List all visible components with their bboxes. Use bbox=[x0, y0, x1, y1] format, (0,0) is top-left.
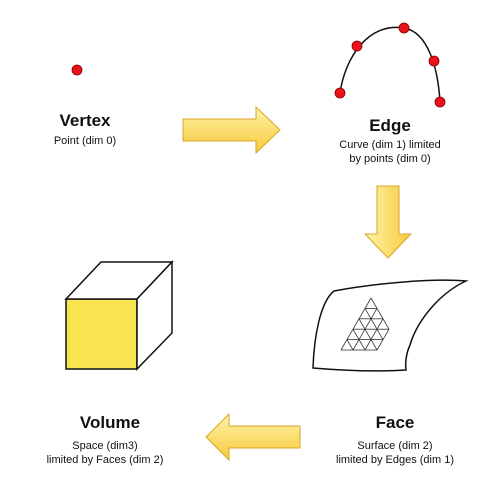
mesh-line bbox=[346, 329, 354, 340]
arrow-right bbox=[182, 105, 281, 155]
vertex-title: Vertex bbox=[59, 111, 111, 130]
volume-description-line1: Space (dim3) bbox=[72, 440, 138, 452]
mesh-line bbox=[370, 318, 378, 330]
edge-point bbox=[334, 87, 346, 99]
mesh-line bbox=[358, 318, 366, 330]
mesh-line bbox=[352, 318, 360, 330]
mesh-line bbox=[370, 339, 378, 351]
mesh-line bbox=[364, 308, 372, 319]
mesh-line bbox=[364, 297, 372, 309]
cube-side-face bbox=[136, 260, 173, 371]
mesh-line bbox=[382, 329, 390, 340]
face-title: Face bbox=[375, 413, 415, 432]
face-description-line2: limited by Edges (dim 1) bbox=[336, 454, 454, 466]
surface-outline bbox=[312, 279, 469, 372]
edge-curve bbox=[339, 26, 441, 103]
triangle-mesh bbox=[340, 297, 390, 351]
mesh-line bbox=[376, 308, 384, 319]
edge-description-line2: by points (dim 0) bbox=[349, 153, 431, 165]
arrow-left bbox=[205, 412, 301, 462]
volume-description-line2: limited by Faces (dim 2) bbox=[46, 454, 164, 466]
mesh-line bbox=[352, 329, 360, 340]
cube-shape bbox=[64, 260, 174, 371]
mesh-line bbox=[358, 308, 366, 319]
mesh-line bbox=[364, 329, 372, 340]
mesh-line bbox=[370, 308, 378, 319]
mesh-line bbox=[364, 318, 372, 330]
face-description-line1: Surface (dim 2) bbox=[357, 440, 433, 452]
cube-front-face bbox=[65, 298, 138, 370]
edge-point bbox=[434, 96, 446, 108]
vertex-description: Point (dim 0) bbox=[53, 135, 117, 147]
edge-title: Edge bbox=[369, 116, 411, 135]
mesh-line bbox=[364, 339, 372, 351]
mesh-line bbox=[352, 339, 360, 351]
mesh-line bbox=[382, 318, 390, 330]
edge-point bbox=[428, 55, 440, 67]
mesh-line bbox=[376, 329, 384, 340]
surface-shape bbox=[312, 279, 469, 372]
mesh-line bbox=[376, 318, 384, 330]
mesh-line bbox=[358, 329, 366, 340]
vertex-point bbox=[71, 64, 83, 76]
mesh-line bbox=[370, 329, 378, 340]
arrow-down bbox=[363, 185, 413, 259]
mesh-line bbox=[346, 339, 354, 351]
mesh-line bbox=[340, 339, 348, 351]
edge-point bbox=[398, 22, 410, 34]
mesh-line bbox=[358, 339, 366, 351]
mesh-line bbox=[370, 297, 378, 309]
volume-title: Volume bbox=[79, 413, 141, 432]
mesh-line bbox=[376, 339, 384, 351]
edge-point bbox=[351, 40, 363, 52]
edge-description-line1: Curve (dim 1) limited bbox=[339, 139, 441, 151]
